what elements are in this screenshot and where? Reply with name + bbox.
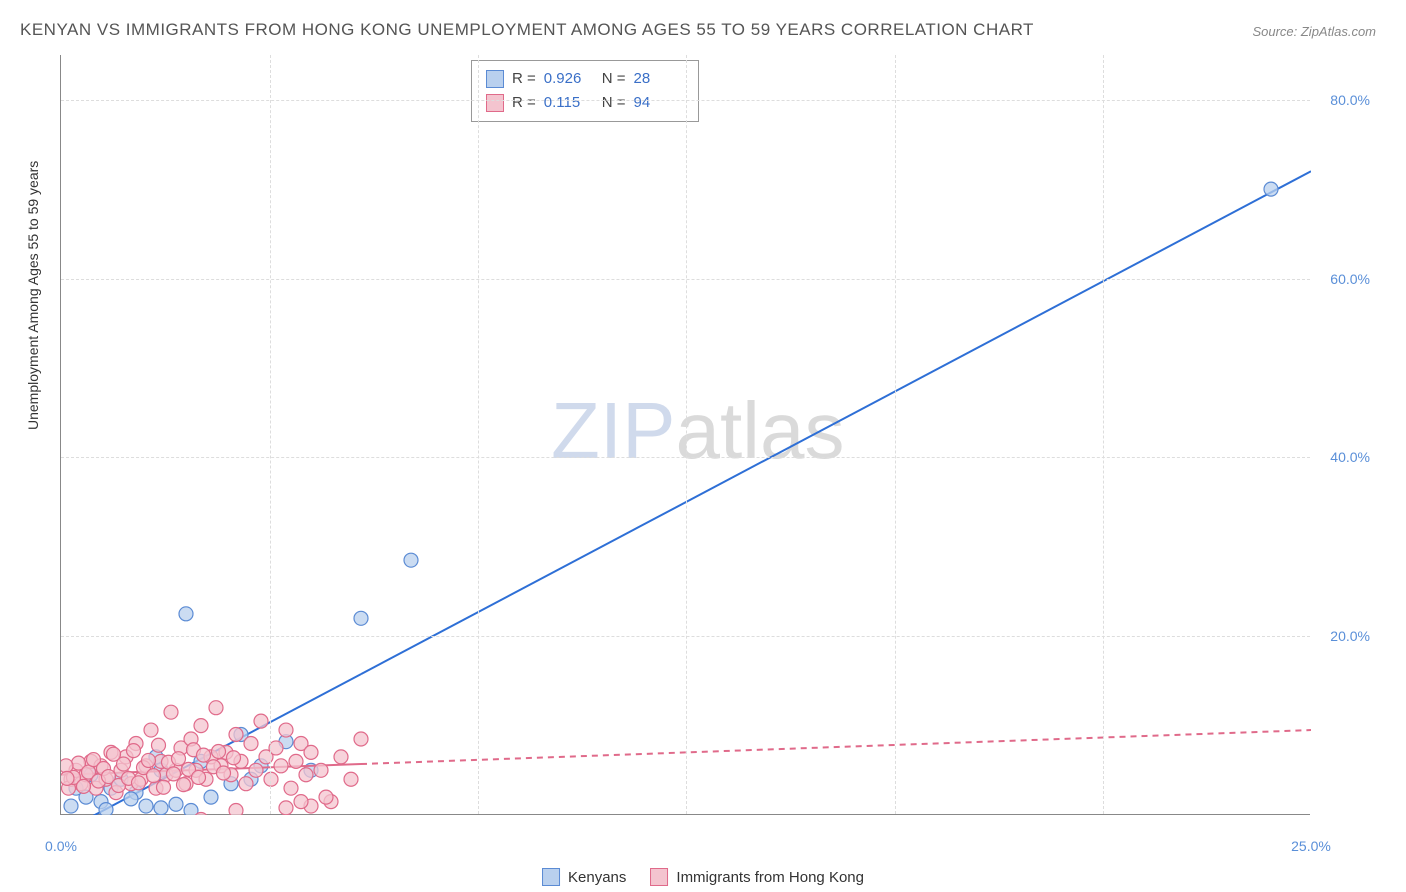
legend-item: Immigrants from Hong Kong xyxy=(650,868,864,886)
y-tick-label: 60.0% xyxy=(1330,271,1370,287)
data-point xyxy=(184,804,198,815)
data-point xyxy=(294,795,308,809)
data-point xyxy=(132,776,146,790)
data-point xyxy=(204,790,218,804)
chart-title: KENYAN VS IMMIGRANTS FROM HONG KONG UNEM… xyxy=(20,20,1034,40)
legend-swatch xyxy=(650,868,668,886)
data-point xyxy=(152,738,166,752)
data-point xyxy=(177,778,191,792)
data-point xyxy=(127,744,141,758)
y-tick-label: 80.0% xyxy=(1330,92,1370,108)
trend-line-extended xyxy=(361,171,1311,674)
data-point xyxy=(269,741,283,755)
data-point xyxy=(264,772,278,786)
data-point xyxy=(299,768,313,782)
data-point xyxy=(404,553,418,567)
data-point xyxy=(1264,182,1278,196)
data-point xyxy=(227,751,241,765)
data-point xyxy=(217,766,231,780)
bottom-legend: Kenyans Immigrants from Hong Kong xyxy=(542,868,864,886)
data-point xyxy=(289,754,303,768)
data-point xyxy=(61,759,73,773)
data-point xyxy=(147,769,161,783)
data-point xyxy=(117,757,131,771)
data-point xyxy=(179,607,193,621)
r-label: R = xyxy=(512,67,536,91)
data-point xyxy=(284,781,298,795)
n-label: N = xyxy=(602,67,626,91)
data-point xyxy=(172,752,186,766)
data-point xyxy=(124,792,138,806)
data-point xyxy=(197,748,211,762)
data-point xyxy=(354,732,368,746)
n-value: 94 xyxy=(634,91,684,115)
data-point xyxy=(64,799,78,813)
data-point xyxy=(354,611,368,625)
y-tick-label: 40.0% xyxy=(1330,449,1370,465)
stats-row: R = 0.115 N = 94 xyxy=(486,91,684,115)
data-point xyxy=(244,736,258,750)
data-point xyxy=(77,779,91,793)
data-point xyxy=(334,750,348,764)
data-point xyxy=(319,790,333,804)
chart-plot-area: ZIPatlas R = 0.926 N = 28 R = 0.115 N = … xyxy=(60,55,1310,815)
data-point xyxy=(229,804,243,815)
data-point xyxy=(139,799,153,813)
x-tick-label: 0.0% xyxy=(45,838,77,854)
data-point xyxy=(239,777,253,791)
data-point xyxy=(144,723,158,737)
x-tick-label: 25.0% xyxy=(1291,838,1331,854)
data-point xyxy=(142,753,156,767)
data-point xyxy=(192,770,206,784)
n-value: 28 xyxy=(634,67,684,91)
trend-line-extended xyxy=(361,730,1311,764)
y-axis-label: Unemployment Among Ages 55 to 59 years xyxy=(25,161,41,430)
legend-label: Immigrants from Hong Kong xyxy=(676,869,864,886)
stats-row: R = 0.926 N = 28 xyxy=(486,67,684,91)
r-value: 0.926 xyxy=(544,67,594,91)
data-point xyxy=(169,797,183,811)
data-point xyxy=(279,801,293,815)
data-point xyxy=(344,772,358,786)
n-label: N = xyxy=(602,91,626,115)
y-tick-label: 20.0% xyxy=(1330,628,1370,644)
legend-label: Kenyans xyxy=(568,869,626,886)
source-attribution: Source: ZipAtlas.com xyxy=(1252,24,1376,39)
series-swatch xyxy=(486,94,504,112)
data-point xyxy=(157,780,171,794)
data-point xyxy=(164,705,178,719)
data-point xyxy=(212,745,226,759)
data-point xyxy=(249,763,263,777)
gridline-vertical xyxy=(1103,55,1104,814)
data-point xyxy=(154,801,168,815)
data-point xyxy=(209,701,223,715)
data-point xyxy=(314,763,328,777)
data-point xyxy=(254,714,268,728)
data-point xyxy=(274,759,288,773)
series-swatch xyxy=(486,70,504,88)
data-point xyxy=(279,723,293,737)
gridline-vertical xyxy=(478,55,479,814)
legend-swatch xyxy=(542,868,560,886)
data-point xyxy=(167,767,181,781)
correlation-stats-box: R = 0.926 N = 28 R = 0.115 N = 94 xyxy=(471,60,699,122)
r-label: R = xyxy=(512,91,536,115)
gridline-vertical xyxy=(270,55,271,814)
data-point xyxy=(194,719,208,733)
data-point xyxy=(229,728,243,742)
legend-item: Kenyans xyxy=(542,868,626,886)
data-point xyxy=(61,771,74,785)
gridline-vertical xyxy=(686,55,687,814)
data-point xyxy=(99,803,113,815)
gridline-vertical xyxy=(895,55,896,814)
r-value: 0.115 xyxy=(544,91,594,115)
data-point xyxy=(304,745,318,759)
